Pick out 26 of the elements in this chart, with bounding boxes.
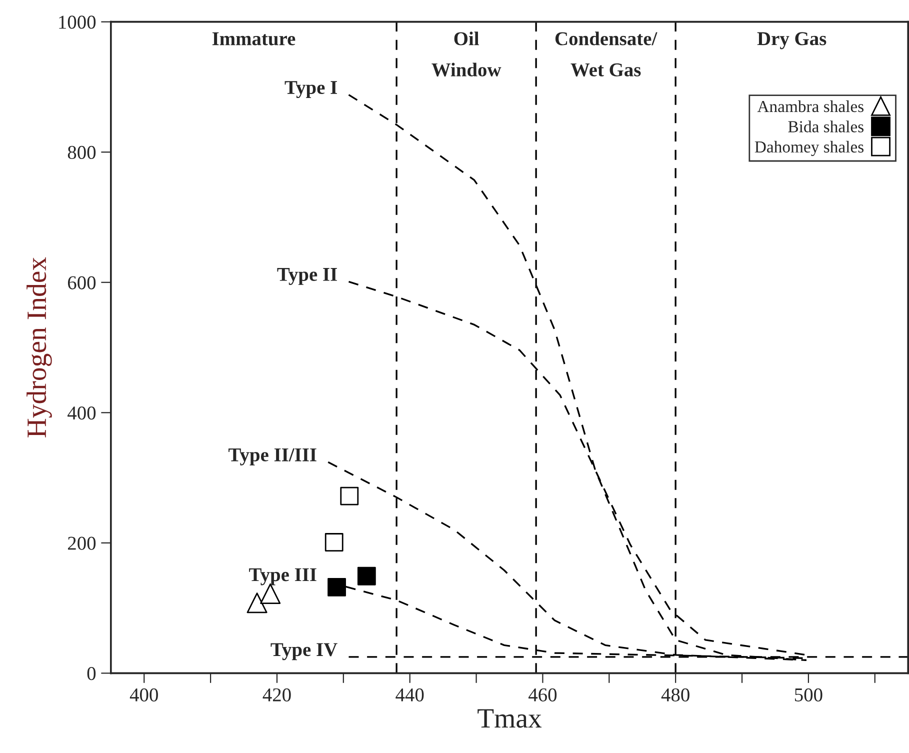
y-tick-label: 800 (68, 146, 96, 160)
x-tick-label: 440 (396, 688, 424, 702)
x-tick-label: 460 (528, 688, 557, 702)
y-axis-title: Hydrogen Index (26, 257, 52, 438)
series-label: Type III (249, 568, 316, 586)
y-tick-label: 1000 (59, 16, 96, 29)
y-tick-label: 200 (68, 536, 96, 550)
x-tick-label: 480 (661, 688, 690, 702)
y-tick-label: 400 (68, 406, 96, 420)
annotation: Oil Window (432, 32, 502, 77)
legend-label: Dahomey shales (754, 140, 864, 156)
x-tick-label: 420 (262, 688, 291, 702)
x-axis-title: Tmax (478, 709, 542, 728)
legend-label: Bida shales (788, 120, 864, 132)
series-label: Type I (284, 81, 337, 98)
annotation: Condensate/ Wet Gas (555, 32, 658, 77)
annotation: Dry Gas (757, 32, 826, 50)
annotation: Immature (212, 32, 296, 46)
x-tick-label: 400 (130, 688, 158, 702)
series-label: Type IV (270, 643, 338, 660)
legend-label: Anambra shales (757, 100, 864, 112)
series-label: Type II (277, 268, 337, 285)
y-tick-label: 600 (68, 276, 96, 290)
y-tick-label: 0 (87, 667, 96, 680)
series-label: Type II/III (228, 448, 316, 466)
x-tick-label: 500 (794, 688, 822, 702)
